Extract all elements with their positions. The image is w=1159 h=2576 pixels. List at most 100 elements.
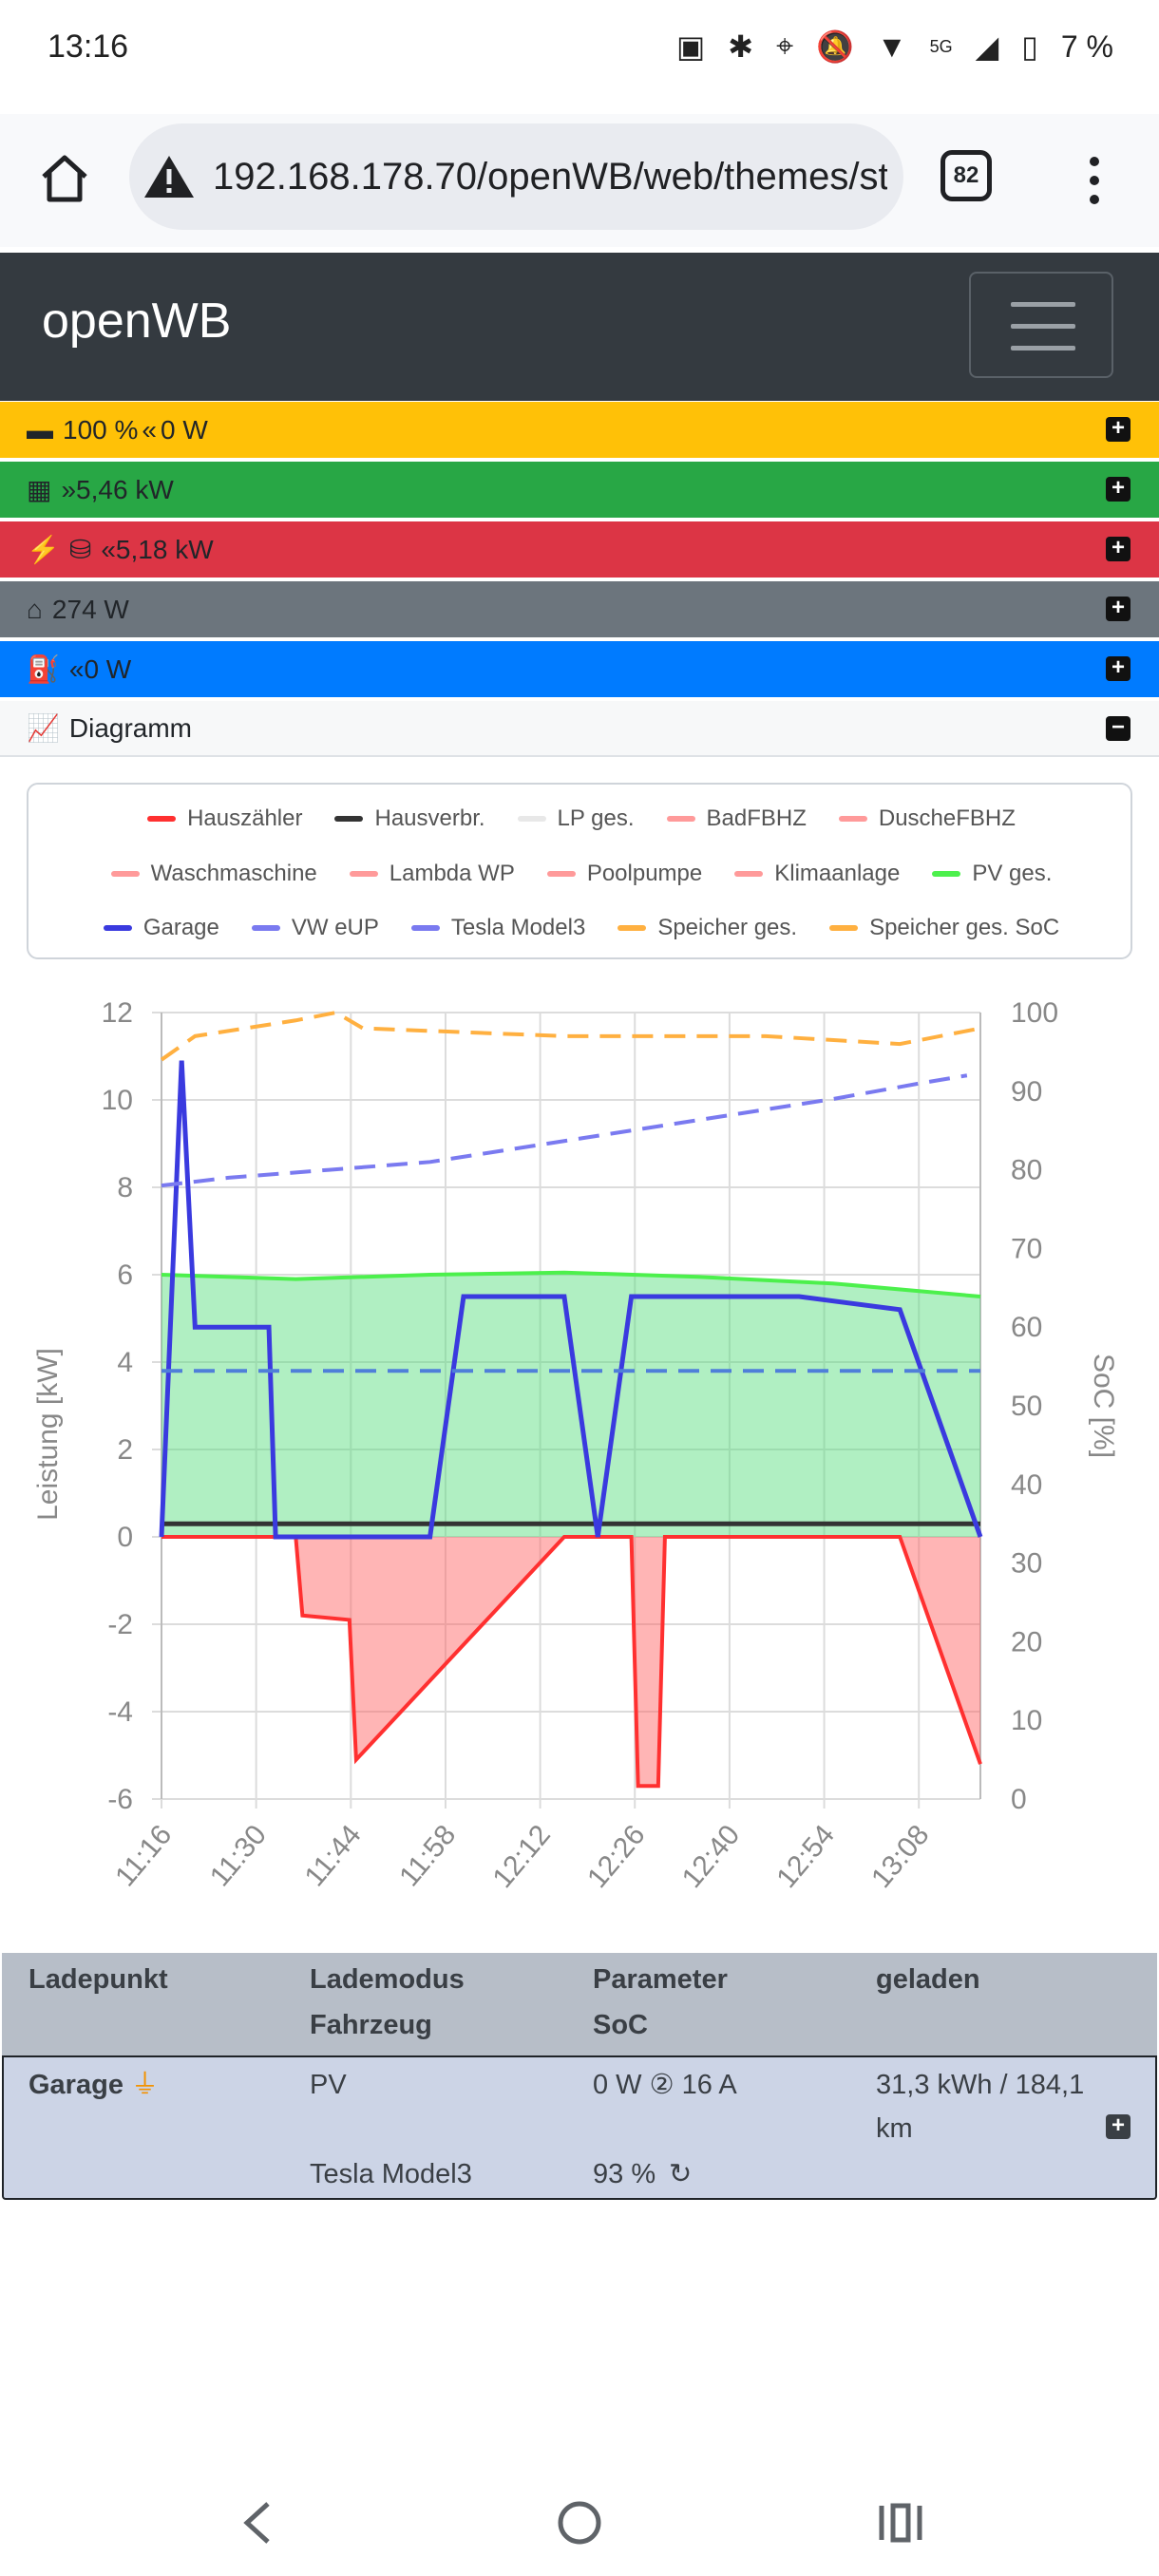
legend-swatch — [410, 925, 440, 931]
legend-item[interactable]: DuscheFBHZ — [838, 805, 1016, 832]
table-header: Ladepunkt Lademodus Fahrzeug Parameter S… — [2, 1953, 1157, 2055]
status-bar: 13:16 ▣ ✱ ⌖ 🔕 ▼ 5G ◢ ▯ 7 % — [0, 0, 1159, 104]
legend-item[interactable]: PV ges. — [932, 861, 1052, 887]
url-text[interactable]: 192.168.178.70/openWB/web/themes/stan — [213, 156, 887, 198]
plug-icon: ⏚ — [131, 2070, 160, 2100]
col-lademodus: Lademodus — [310, 1964, 465, 1995]
y2-tick-label: 60 — [1011, 1312, 1042, 1343]
brand-title[interactable]: openWB — [42, 294, 232, 349]
x-tick-label: 11:16 — [109, 1819, 178, 1892]
bluetooth-icon: ✱ — [728, 29, 754, 64]
expand-house-button[interactable]: + — [1106, 597, 1130, 621]
collapse-diagram-button[interactable]: − — [1106, 716, 1130, 741]
y2-tick-label: 0 — [1011, 1784, 1027, 1815]
status-time: 13:16 — [48, 28, 129, 65]
wifi-icon: ▼ — [876, 28, 907, 64]
legend-item[interactable]: Poolpumpe — [546, 861, 702, 887]
y2-tick-label: 70 — [1011, 1233, 1042, 1264]
legend-item[interactable]: Garage — [103, 915, 219, 941]
legend-label: DuscheFBHZ — [878, 805, 1016, 831]
pv-bar[interactable]: ▦ » 5,46 kW + — [0, 462, 1159, 518]
series-line — [161, 1073, 968, 1188]
y-tick-label: 6 — [117, 1260, 133, 1291]
y2-tick-label: 40 — [1011, 1469, 1042, 1501]
legend-item[interactable]: BadFBHZ — [666, 805, 807, 832]
refresh-soc-icon[interactable]: ↻ — [669, 2159, 693, 2189]
power-tower-icon: ⚡ — [27, 535, 60, 564]
legend-label: Tesla Model3 — [450, 915, 586, 940]
col-ladepunkt: Ladepunkt — [28, 1964, 168, 1995]
col-geladen: geladen — [876, 1964, 980, 1995]
legend-item[interactable]: Tesla Model3 — [410, 915, 586, 941]
legend-item[interactable]: LP ges. — [517, 805, 635, 832]
x-tick-label: 11:30 — [204, 1819, 273, 1892]
charge-power: 0 W — [84, 653, 132, 684]
legend-label: Lambda WP — [389, 861, 515, 886]
back-icon[interactable] — [243, 2502, 270, 2544]
solar-panel-icon: ▦ — [27, 475, 52, 504]
legend-item[interactable]: Hauszähler — [147, 805, 302, 832]
legend-label: Hausverbr. — [374, 805, 485, 831]
mute-icon: 🔕 — [816, 29, 854, 64]
legend-swatch — [838, 816, 867, 822]
y2-axis-label: SoC [%] — [1088, 1354, 1119, 1458]
legend-item[interactable]: Speicher ges. — [618, 915, 797, 941]
chargepoint-name[interactable]: Garage — [28, 2070, 124, 2100]
legend-item[interactable]: Lambda WP — [349, 861, 515, 887]
x-tick-label: 12:40 — [676, 1819, 747, 1894]
url-bar[interactable] — [129, 123, 903, 230]
legend-row: Garage VW eUP Tesla Model3 Speicher ges. Spe… — [28, 915, 1134, 941]
house-bar[interactable]: ⌂ 274 W + — [0, 581, 1159, 637]
legend-label: Waschmaschine — [150, 861, 317, 886]
home-icon[interactable] — [36, 150, 93, 207]
charge-mode[interactable]: PV — [310, 2070, 347, 2100]
y2-tick-label: 10 — [1011, 1705, 1042, 1736]
expand-battery-button[interactable]: + — [1106, 417, 1130, 442]
x-tick-label: 12:54 — [770, 1819, 841, 1894]
area-chart-icon: 📈 — [27, 713, 60, 743]
legend-label: PV ges. — [972, 861, 1053, 886]
chart-series — [159, 1010, 983, 1789]
battery-bar[interactable]: ▬ 100 % « 0 W + — [0, 402, 1159, 458]
recents-icon[interactable] — [879, 2503, 922, 2543]
charged-range-unit: km — [876, 2113, 913, 2144]
feed-in-arrows-icon: « — [101, 534, 116, 564]
charge-parameter: 0 W ② 16 A — [593, 2070, 737, 2100]
charge-bar[interactable]: ⛽ « 0 W + — [0, 641, 1159, 697]
vehicle-name[interactable]: Tesla Model3 — [310, 2159, 472, 2189]
y2-tick-label: 100 — [1011, 997, 1058, 1029]
battery-power: 0 W — [160, 414, 208, 445]
y-tick-label: 10 — [102, 1085, 133, 1116]
warning-icon[interactable] — [142, 152, 196, 201]
house-power: 274 W — [51, 594, 129, 624]
expand-grid-button[interactable]: + — [1106, 537, 1130, 561]
legend-swatch — [666, 816, 695, 822]
signal-icon: ◢ — [975, 29, 999, 64]
hamburger-menu-button[interactable] — [969, 272, 1113, 378]
legend-swatch — [829, 925, 859, 931]
diagram-bar[interactable]: 📈 Diagramm − — [0, 701, 1159, 757]
grid-bar[interactable]: ⚡ ⛁ « 5,18 kW + — [0, 521, 1159, 578]
legend-item[interactable]: VW eUP — [251, 915, 379, 941]
home-nav-icon[interactable] — [558, 2501, 601, 2545]
expand-pv-button[interactable]: + — [1106, 477, 1130, 502]
y-tick-label: 12 — [102, 997, 133, 1029]
expand-row-button[interactable]: + — [1106, 2114, 1130, 2139]
x-tick-label: 11:44 — [299, 1819, 368, 1892]
app-navbar — [0, 253, 1159, 401]
legend-swatch — [932, 871, 961, 877]
y-tick-label: -6 — [107, 1784, 133, 1815]
legend-item[interactable]: Hausverbr. — [334, 805, 485, 832]
expand-charge-button[interactable]: + — [1106, 656, 1130, 681]
legend-item[interactable]: Speicher ges. SoC — [829, 915, 1059, 941]
house-icon: ⌂ — [27, 594, 43, 624]
legend-item[interactable]: Waschmaschine — [110, 861, 317, 887]
y2-tick-label: 50 — [1011, 1391, 1042, 1422]
table-row[interactable]: Garage ⏚ PV 0 W ② 16 A 31,3 kWh / 184,1 … — [2, 2055, 1157, 2200]
tab-switcher-button[interactable]: 82 — [940, 150, 992, 201]
legend-item[interactable]: Klimaanlage — [734, 861, 900, 887]
more-menu-icon[interactable] — [1075, 152, 1113, 209]
vehicle-soc: 93 % — [593, 2159, 656, 2189]
y-tick-label: 0 — [117, 1522, 133, 1553]
